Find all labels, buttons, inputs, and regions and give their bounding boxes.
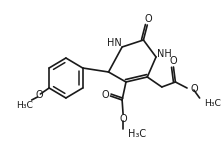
Text: O: O <box>119 114 127 124</box>
Text: O: O <box>102 90 110 100</box>
Text: O: O <box>36 90 43 100</box>
Text: O: O <box>170 56 177 66</box>
Text: H₃C: H₃C <box>128 129 146 139</box>
Text: NH: NH <box>157 49 172 59</box>
Text: O: O <box>144 14 152 24</box>
Text: H₃C: H₃C <box>205 99 222 108</box>
Text: HN: HN <box>107 38 122 48</box>
Text: H₃C: H₃C <box>16 100 33 109</box>
Text: O: O <box>191 84 198 94</box>
